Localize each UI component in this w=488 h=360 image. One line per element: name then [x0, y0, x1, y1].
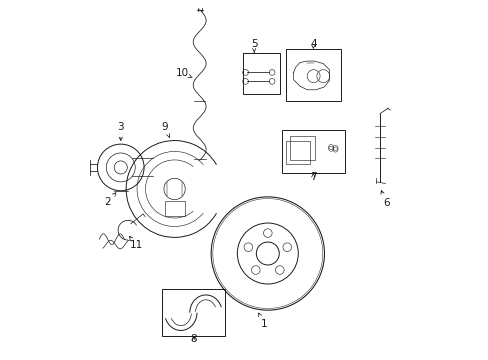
- Bar: [242, 53, 280, 94]
- Bar: [290, 136, 314, 159]
- Bar: [282, 130, 344, 173]
- Text: 6: 6: [380, 190, 388, 208]
- Text: 9: 9: [161, 122, 169, 138]
- Text: 7: 7: [309, 172, 316, 182]
- Text: 3: 3: [117, 122, 124, 140]
- Text: 10: 10: [176, 68, 192, 78]
- Text: 2: 2: [104, 193, 116, 207]
- Bar: [285, 49, 341, 101]
- Text: 1: 1: [258, 313, 267, 329]
- Text: 11: 11: [129, 236, 142, 250]
- Text: 4: 4: [309, 40, 316, 49]
- Bar: [164, 201, 184, 216]
- Text: 5: 5: [250, 40, 257, 52]
- Bar: [285, 140, 310, 164]
- Bar: [162, 289, 224, 336]
- Text: 8: 8: [190, 333, 197, 343]
